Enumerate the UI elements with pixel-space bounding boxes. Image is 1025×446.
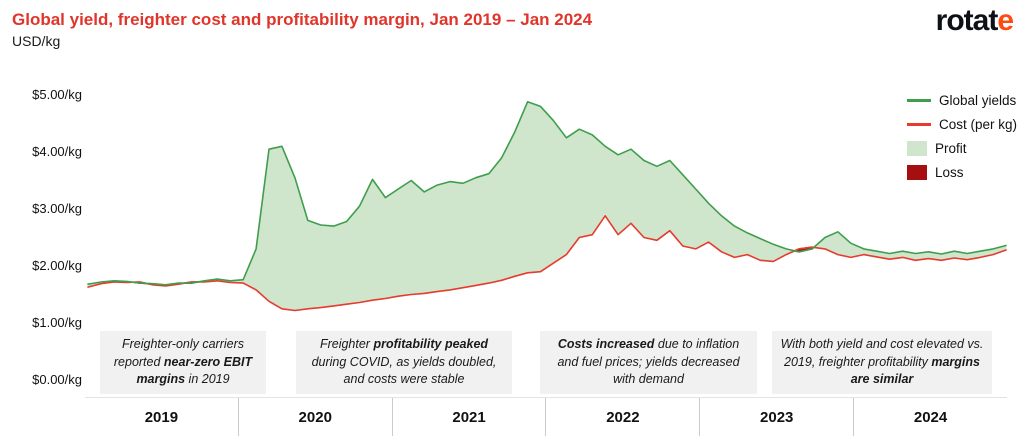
legend-item: Profit	[906, 140, 1017, 157]
y-axis-label: $3.00/kg	[32, 201, 82, 216]
cost-line	[87, 215, 1007, 312]
legend: Global yields Cost (per kg) Profit Loss	[906, 92, 1017, 181]
legend-label: Loss	[934, 165, 964, 180]
year-label: 2022	[545, 398, 699, 436]
annotation-text: Freighter profitability peaked during CO…	[311, 337, 497, 387]
y-axis-label: $5.00/kg	[32, 87, 82, 102]
year-label: 2024	[853, 398, 1007, 436]
legend-item: Cost (per kg)	[906, 116, 1017, 133]
legend-label: Cost (per kg)	[938, 117, 1017, 132]
legend-label: Global yields	[938, 93, 1017, 108]
yields-line	[87, 101, 1007, 286]
logo-text: rotat	[935, 4, 999, 37]
legend-swatch-cost-per-kg-	[906, 123, 931, 126]
legend-item: Loss	[906, 164, 1017, 181]
legend-swatch-global-yields	[906, 99, 931, 102]
year-label: 2023	[699, 398, 853, 436]
year-label: 2020	[237, 398, 392, 436]
annotation-text: With both yield and cost elevated vs. 20…	[780, 337, 984, 387]
y-axis-label: $2.00/kg	[32, 258, 82, 273]
profit-area	[87, 101, 1007, 311]
annotation-box: Costs increased due to inflation and fue…	[540, 331, 757, 394]
y-axis-label: $4.00/kg	[32, 144, 82, 159]
annotation-text: Freighter-only carriers reported near-ze…	[113, 337, 253, 387]
year-label: 2019	[144, 408, 179, 426]
y-axis-label: $1.00/kg	[32, 315, 82, 330]
rotate-logo: rotate	[935, 4, 1014, 38]
legend-swatch-profit	[906, 141, 927, 156]
logo-accent-letter: e	[997, 4, 1014, 37]
legend-item: Global yields	[906, 92, 1017, 109]
annotation-box: Freighter-only carriers reported near-ze…	[100, 331, 266, 394]
annotation-box: With both yield and cost elevated vs. 20…	[772, 331, 992, 394]
annotation-text: Costs increased due to inflation and fue…	[557, 337, 740, 387]
unit-label: USD/kg	[12, 33, 61, 49]
legend-label: Profit	[934, 141, 967, 156]
chart-title: Global yield, freighter cost and profita…	[12, 10, 593, 29]
y-axis-label: $0.00/kg	[32, 372, 82, 387]
x-axis-years: 2019 2020 2021 2022 2023 2024	[85, 397, 1007, 436]
year-label: 2021	[391, 398, 546, 436]
annotation-box: Freighter profitability peaked during CO…	[296, 331, 512, 394]
legend-swatch-loss	[906, 165, 927, 180]
